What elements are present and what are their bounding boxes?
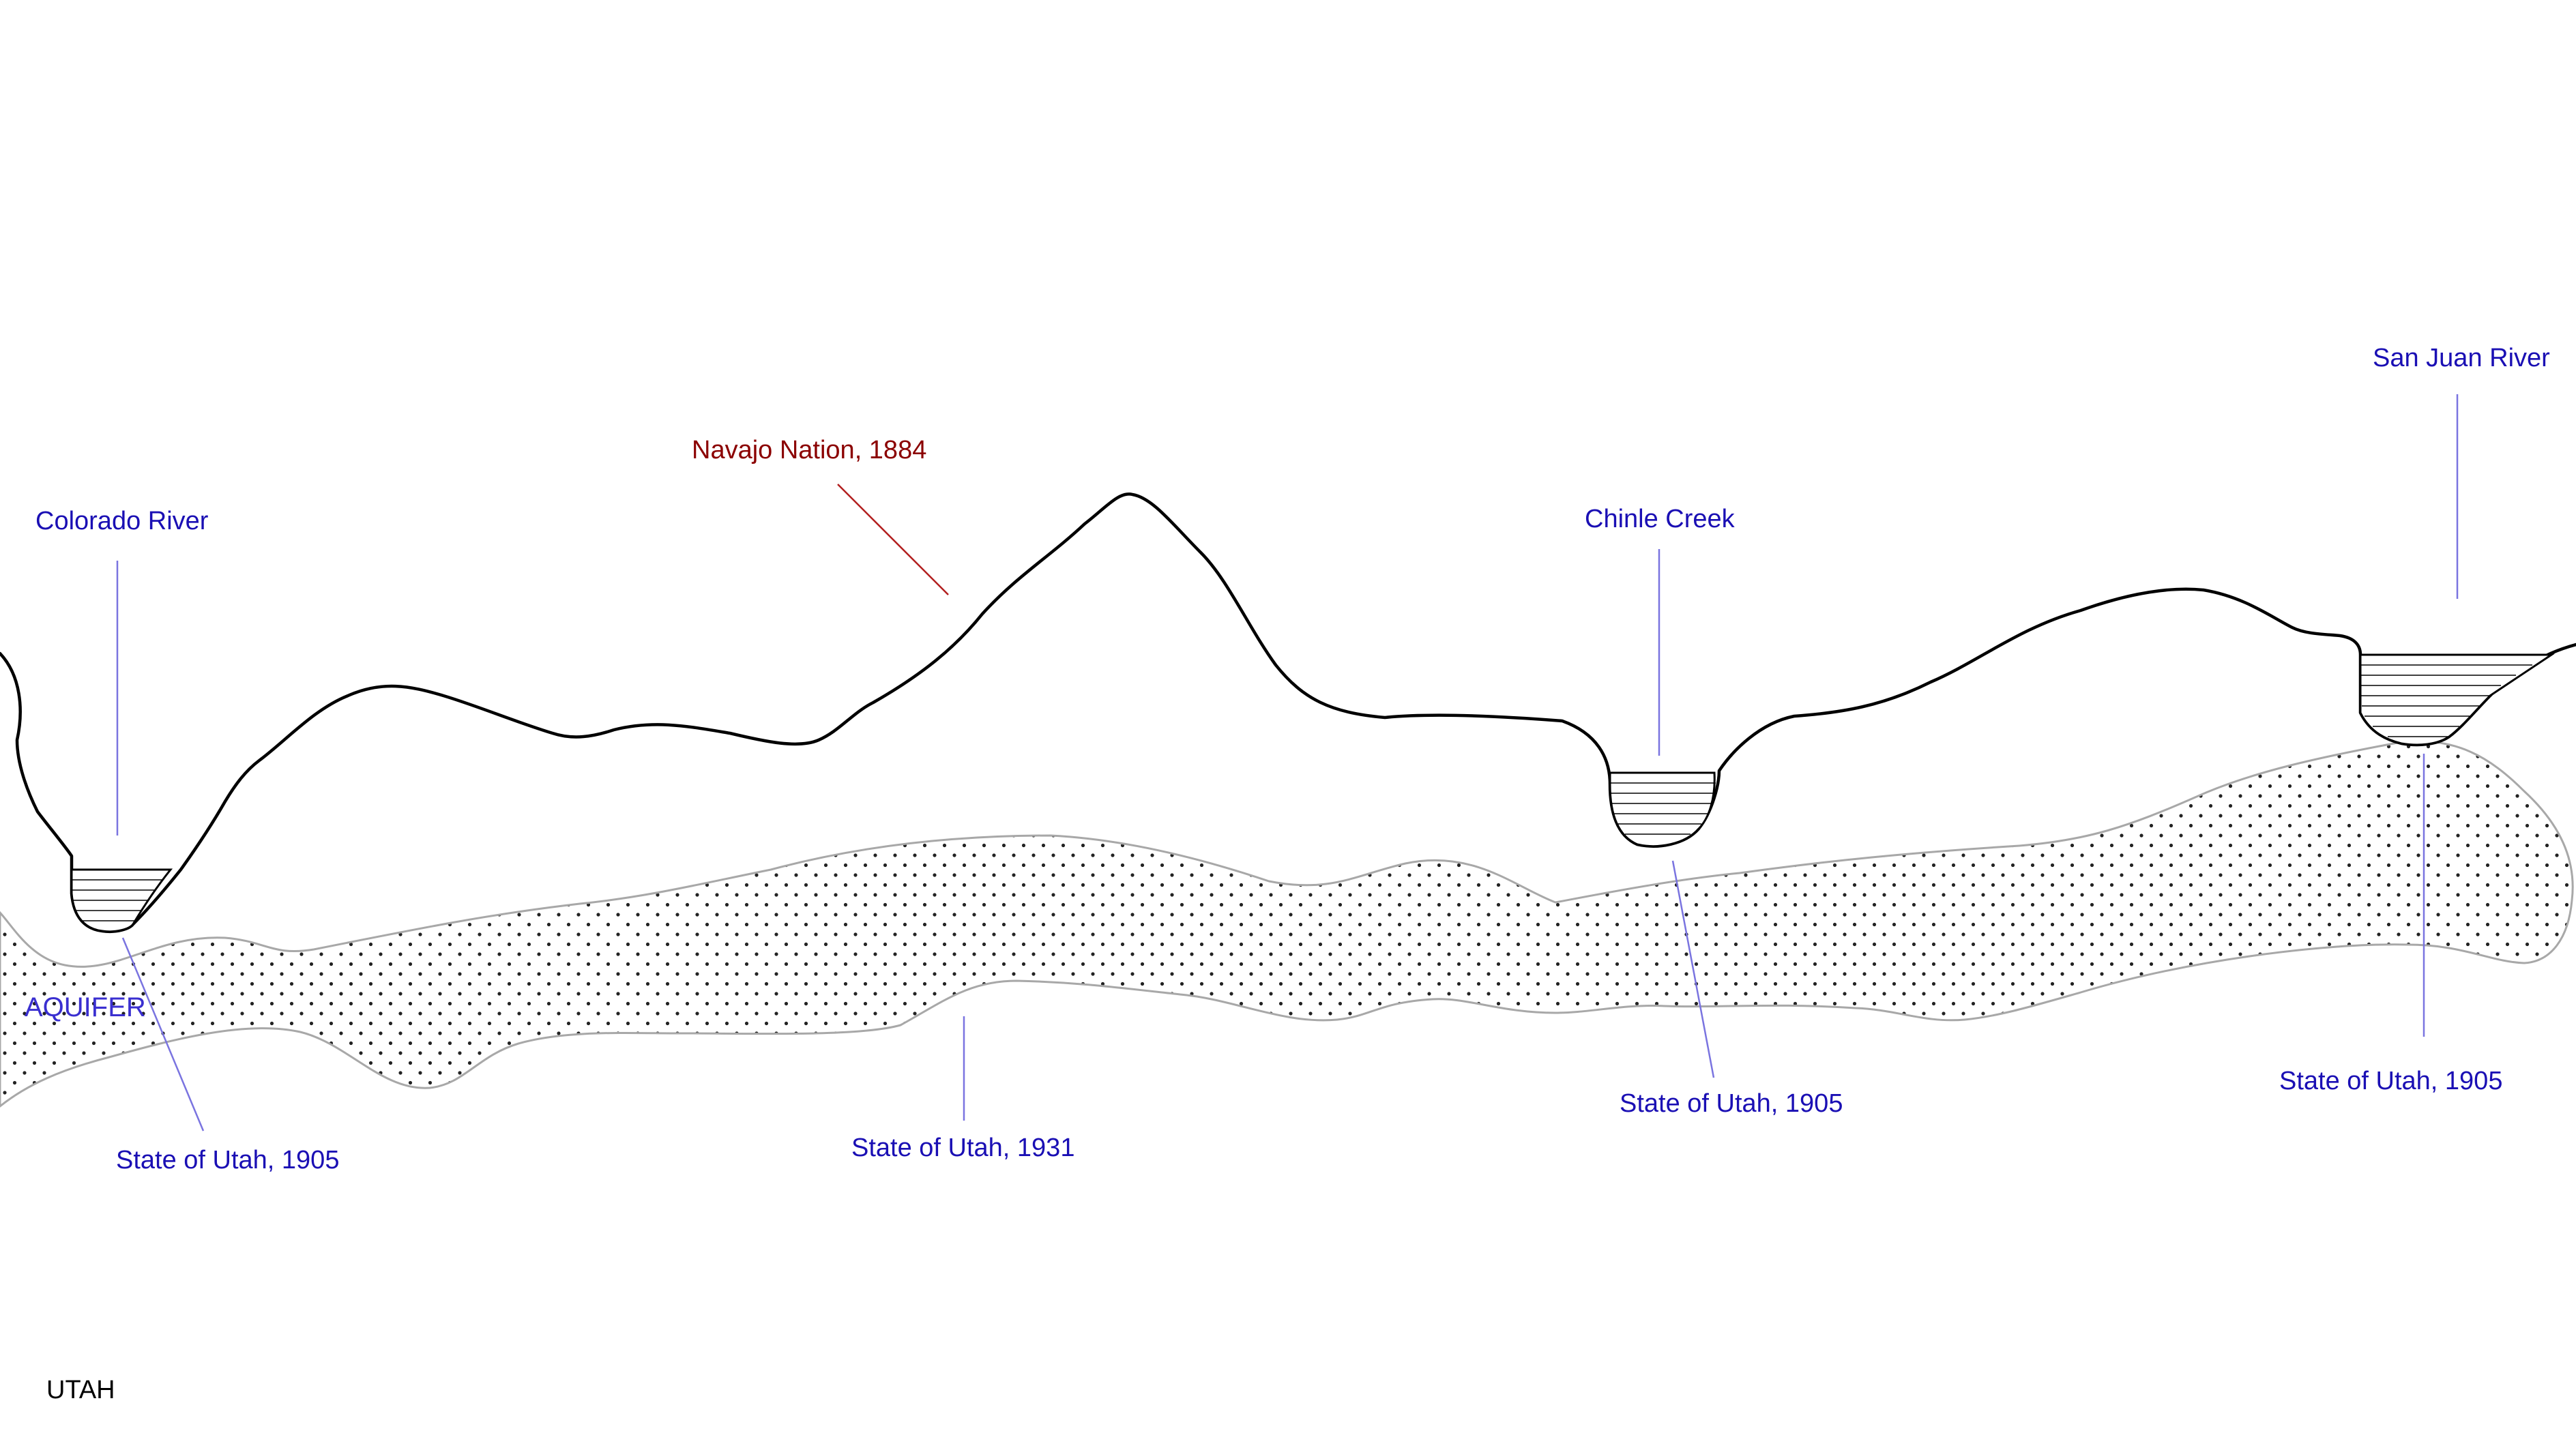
chinle-creek-water: [1609, 771, 1716, 848]
utah-1905-chinle-leader: [1671, 860, 1715, 1078]
aquifer-band: [0, 740, 2574, 1108]
aquifer-label: AQUIFER: [25, 992, 146, 1022]
navajo-nation-label: Navajo Nation, 1884: [692, 436, 926, 464]
navajo-nation-leader: [837, 484, 949, 595]
utah-1931-aquifer-label: State of Utah, 1931: [851, 1134, 1074, 1162]
san-juan-river-water: [2359, 653, 2555, 746]
utah-label: UTAH: [46, 1376, 115, 1404]
utah-1905-san-juan-label: State of Utah, 1905: [2279, 1067, 2502, 1095]
utah-1905-colorado-label: State of Utah, 1905: [116, 1146, 339, 1174]
terrain-profile-line: [0, 492, 2576, 933]
utah-1905-colorado-leader: [121, 937, 205, 1132]
colorado-river-label: Colorado River: [35, 507, 209, 535]
san-juan-river-label: San Juan River: [2373, 344, 2550, 372]
chinle-creek-label: Chinle Creek: [1585, 505, 1736, 533]
utah-1905-chinle-label: State of Utah, 1905: [1620, 1089, 1843, 1118]
colorado-river-water: [70, 868, 173, 933]
